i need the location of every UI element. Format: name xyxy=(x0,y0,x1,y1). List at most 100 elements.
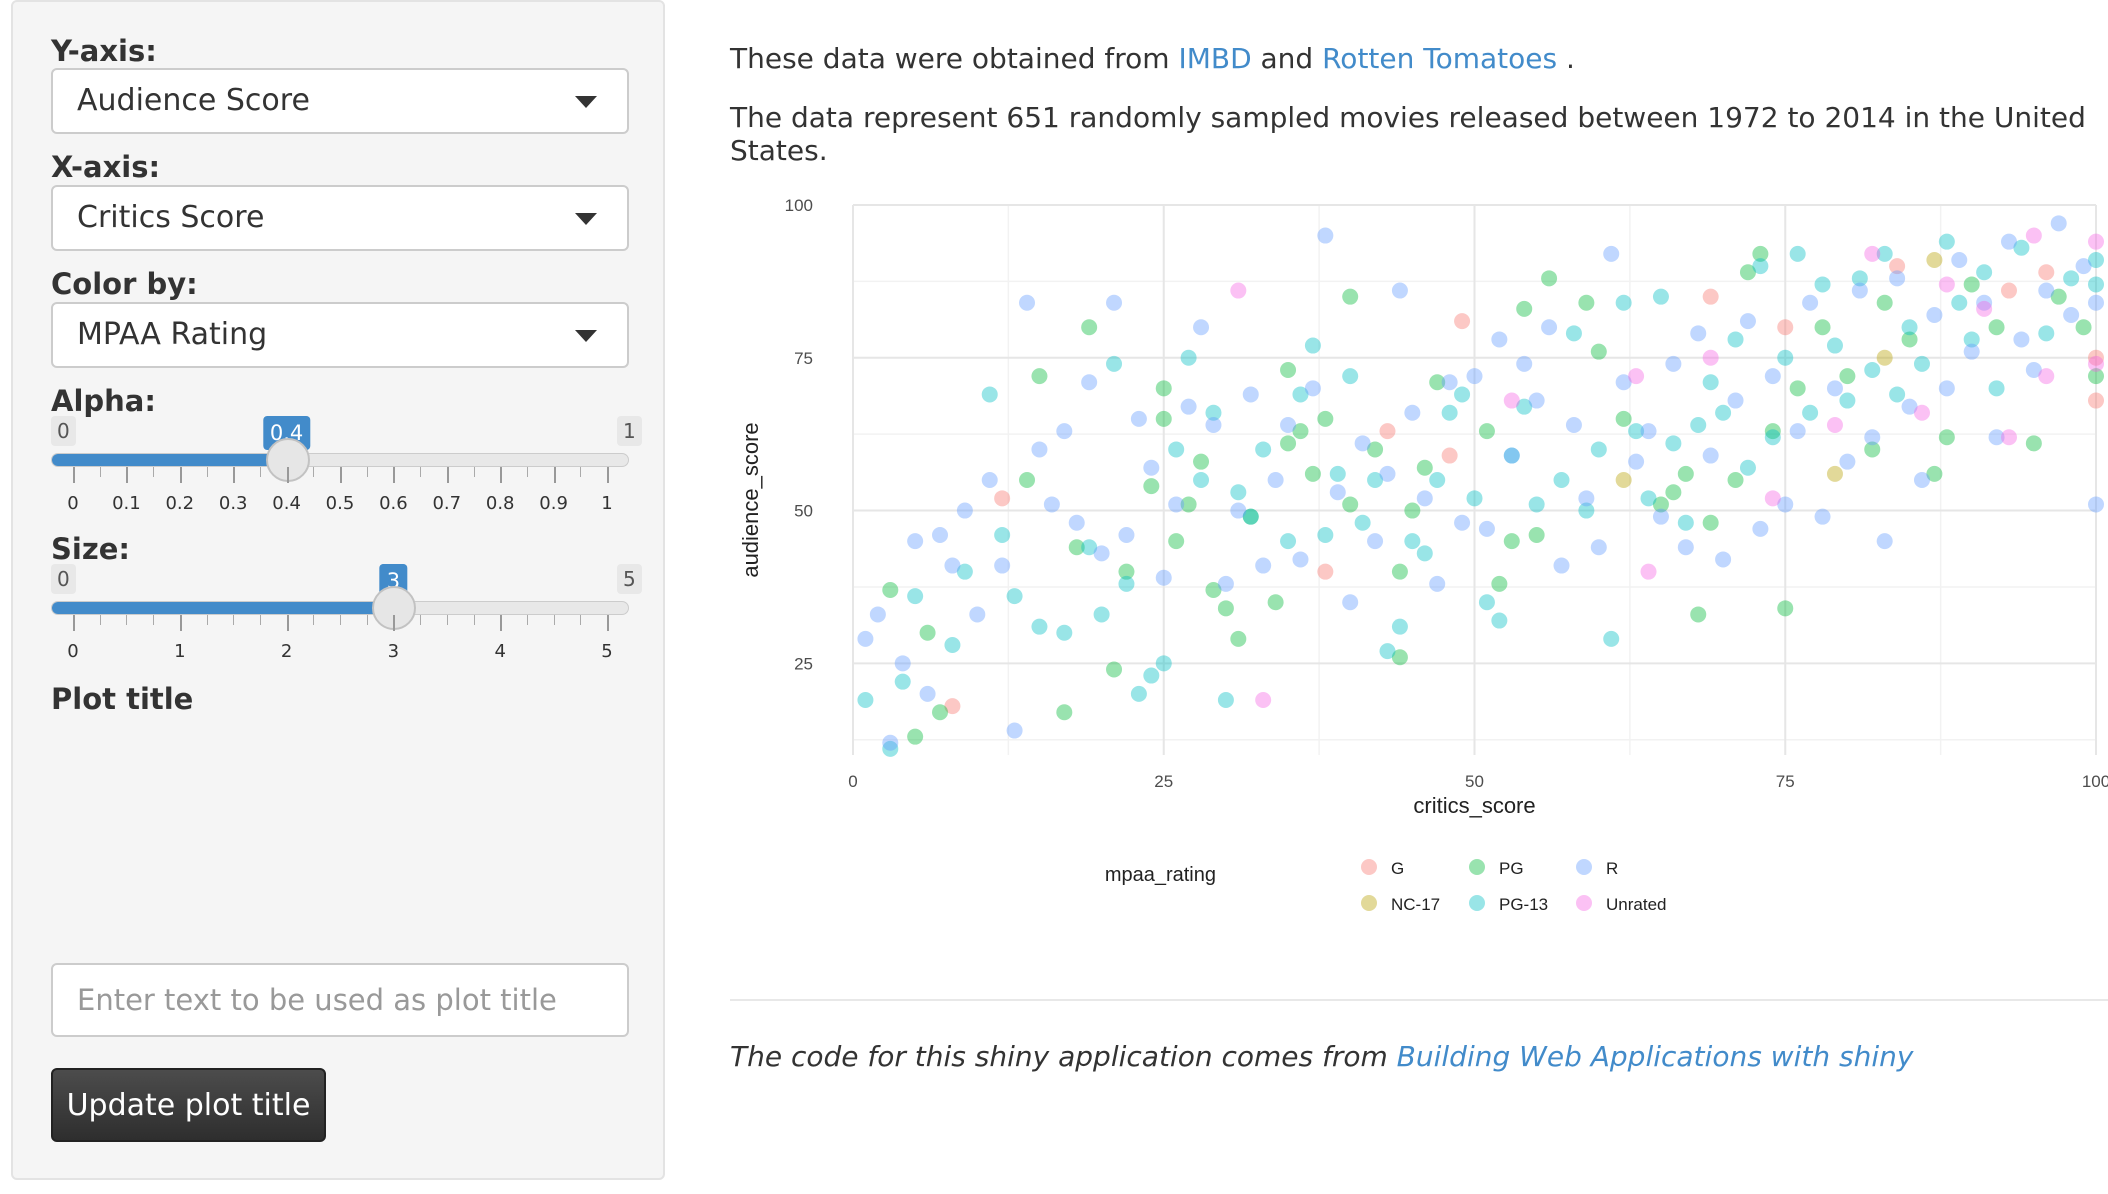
data-point-pg-13 xyxy=(1702,374,1719,391)
data-point-g xyxy=(2000,282,2017,299)
data-point-pg xyxy=(1702,514,1719,531)
data-point-pg xyxy=(1180,496,1197,513)
data-point-r xyxy=(994,557,1011,574)
data-point-r xyxy=(1864,429,1881,446)
data-point-pg-13 xyxy=(1217,692,1234,708)
data-point-pg xyxy=(1106,661,1123,678)
data-point-r xyxy=(1019,294,1036,311)
data-point-pg-13 xyxy=(1143,667,1160,684)
yaxis-select[interactable]: Audience Score xyxy=(51,68,629,134)
alpha-minor-tick xyxy=(259,467,261,477)
alpha-major-tick xyxy=(233,467,236,483)
data-point-r xyxy=(1938,380,1955,397)
data-point-pg xyxy=(2050,288,2067,305)
data-point-pg-13 xyxy=(1416,545,1433,562)
data-point-pg xyxy=(1590,343,1607,360)
data-point-nc-17 xyxy=(1876,349,1893,366)
data-point-pg xyxy=(907,728,924,745)
size-fill xyxy=(52,602,395,614)
data-point-g xyxy=(1702,288,1719,305)
data-point-pg xyxy=(1764,423,1781,440)
data-point-pg xyxy=(1081,319,1098,336)
rotten-tomatoes-link[interactable]: Rotten Tomatoes xyxy=(1322,42,1558,75)
data-point-pg xyxy=(1416,459,1433,476)
data-point-unrated xyxy=(1702,349,1719,366)
alpha-label: Alpha: xyxy=(51,384,156,418)
color-by-label: Color by: xyxy=(51,267,198,301)
alpha-minor-tick xyxy=(580,467,582,477)
data-point-r xyxy=(1988,429,2005,446)
data-point-pg-13 xyxy=(1727,331,1744,348)
plot-title-input[interactable] xyxy=(51,963,629,1037)
data-source-suffix: . xyxy=(1557,42,1575,75)
data-point-r xyxy=(2038,282,2055,299)
data-point-nc-17 xyxy=(1615,472,1632,488)
data-point-r xyxy=(1081,374,1098,391)
shiny-book-link[interactable]: Building Web Applications with shiny xyxy=(1396,1040,1914,1073)
data-point-r xyxy=(1267,472,1284,488)
data-point-r xyxy=(1304,380,1321,397)
size-minor-tick xyxy=(580,615,582,625)
data-point-r xyxy=(1839,453,1856,470)
data-point-pg-13 xyxy=(1814,276,1831,293)
data-point-r xyxy=(2025,362,2042,378)
data-point-r xyxy=(1553,557,1570,574)
data-point-pg xyxy=(2088,368,2104,385)
data-point-r xyxy=(1292,551,1309,568)
alpha-track[interactable] xyxy=(51,438,629,482)
data-point-pg xyxy=(1690,606,1707,623)
data-source-mid: and xyxy=(1251,42,1323,75)
data-point-pg-13 xyxy=(1329,465,1346,482)
data-point-pg-13 xyxy=(1230,484,1247,501)
data-point-pg xyxy=(1304,465,1321,482)
data-point-pg-13 xyxy=(1652,288,1669,305)
data-point-pg xyxy=(1578,294,1595,311)
data-point-r xyxy=(981,472,998,488)
y-axis-title: audience_score xyxy=(738,422,763,577)
data-point-pg-13 xyxy=(1640,490,1657,507)
alpha-tick-label: 1 xyxy=(601,493,613,514)
data-point-nc-17 xyxy=(1826,465,1843,482)
data-point-pg xyxy=(1727,472,1744,488)
data-point-pg-13 xyxy=(1516,398,1533,415)
data-point-pg-13 xyxy=(1565,325,1582,342)
data-point-r xyxy=(1752,520,1769,537)
data-point-r xyxy=(1739,313,1756,330)
size-minor-tick xyxy=(206,615,208,625)
size-max-label: 5 xyxy=(617,564,642,594)
data-point-r xyxy=(1367,533,1384,550)
data-point-r xyxy=(894,655,911,672)
imdb-link[interactable]: IMBD xyxy=(1178,42,1252,75)
chevron-down-icon xyxy=(575,213,597,225)
xaxis-select[interactable]: Critics Score xyxy=(51,185,629,251)
data-point-r xyxy=(1416,490,1433,507)
data-point-unrated xyxy=(1764,490,1781,507)
data-point-r xyxy=(1565,417,1582,433)
update-plot-title-button[interactable]: Update plot title xyxy=(51,1068,326,1142)
data-point-g xyxy=(944,698,961,715)
data-point-pg xyxy=(1118,563,1135,580)
data-point-r xyxy=(1826,380,1843,397)
data-point-r xyxy=(1317,227,1334,244)
data-point-pg xyxy=(1541,270,1558,287)
data-point-pg xyxy=(919,624,936,641)
data-point-r xyxy=(2088,496,2104,513)
data-point-unrated xyxy=(2000,429,2017,446)
alpha-major-tick xyxy=(500,467,503,483)
size-track[interactable] xyxy=(51,586,629,630)
data-point-pg-13 xyxy=(1081,539,1098,556)
data-point-pg xyxy=(1056,704,1073,721)
data-point-r xyxy=(1106,294,1123,311)
data-point-pg xyxy=(1503,533,1520,550)
data-point-pg-13 xyxy=(1379,643,1396,660)
size-minor-tick xyxy=(153,615,155,625)
x-tick-label: 0 xyxy=(848,772,857,791)
data-point-g xyxy=(1441,447,1458,464)
data-point-pg-13 xyxy=(1876,245,1893,262)
alpha-slider[interactable]: 0 1 0.4 0 0.1 0.2 0.3 0.4 0.5 0.6 0.7 0.8 0.9 1 xyxy=(13,416,667,516)
size-slider[interactable]: 0 5 3 0 1 2 3 4 5 xyxy=(13,564,667,664)
color-by-select[interactable]: MPAA Rating xyxy=(51,302,629,368)
data-point-pg-13 xyxy=(1093,606,1110,623)
data-point-unrated xyxy=(1938,276,1955,293)
data-point-pg xyxy=(1342,496,1359,513)
